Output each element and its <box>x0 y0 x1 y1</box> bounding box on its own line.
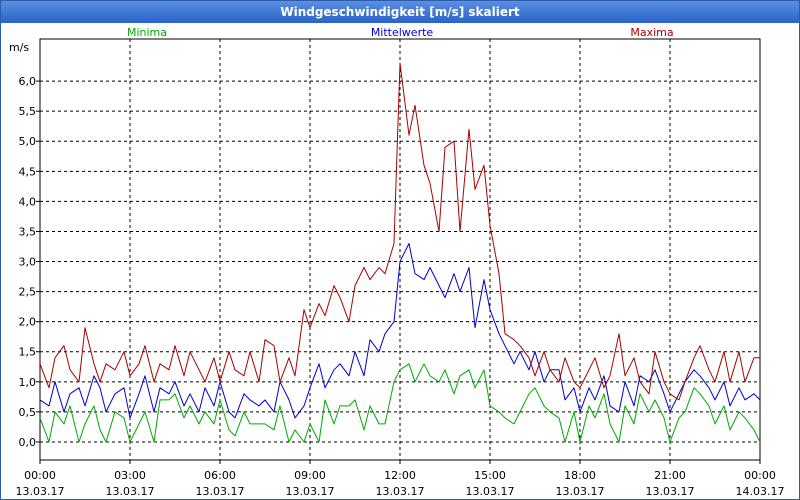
x-tick-date: 13.03.17 <box>466 485 515 498</box>
legend-minima: Minima <box>127 26 167 39</box>
y-tick-label: 3,5 <box>19 225 37 238</box>
grid <box>40 39 760 460</box>
y-tick-label: 0,0 <box>19 436 37 449</box>
y-tick-label: 3,0 <box>19 256 37 269</box>
x-tick-date: 13.03.17 <box>376 485 425 498</box>
series-line-mittelwerte <box>39 243 761 419</box>
x-tick-time: 18:00 <box>564 469 596 482</box>
x-tick-time: 15:00 <box>474 469 506 482</box>
series-line-maxima <box>39 62 760 401</box>
x-tick-time: 03:00 <box>114 469 146 482</box>
x-tick-date: 13.03.17 <box>646 485 695 498</box>
y-tick-label: 4,5 <box>19 165 37 178</box>
y-tick-label: 6,0 <box>19 75 37 88</box>
y-tick-label: 2,0 <box>19 316 37 329</box>
x-tick-time: 09:00 <box>294 469 326 482</box>
y-tick-label: 0,5 <box>19 406 37 419</box>
legend-maxima: Maxima <box>630 26 673 39</box>
legend-mittelwerte: Mittelwerte <box>371 26 434 39</box>
series-lines <box>39 62 761 443</box>
x-tick-date: 13.03.17 <box>196 485 245 498</box>
x-tick-date: 14.03.17 <box>736 485 785 498</box>
y-tick-label: 5,5 <box>19 105 37 118</box>
y-tick-label: 4,0 <box>19 195 37 208</box>
x-tick-time: 06:00 <box>204 469 236 482</box>
y-tick-label: 1,0 <box>19 376 37 389</box>
y-tick-label: 1,5 <box>19 346 37 359</box>
x-tick-date: 13.03.17 <box>556 485 605 498</box>
x-tick-date: 13.03.17 <box>106 485 155 498</box>
y-tick-label: 2,5 <box>19 286 37 299</box>
window-title: Windgeschwindigkeit [m/s] skaliert <box>1 1 799 23</box>
x-tick-time: 00:00 <box>24 469 56 482</box>
x-tick-date: 13.03.17 <box>16 485 65 498</box>
x-tick-time: 21:00 <box>654 469 686 482</box>
x-tick-time: 12:00 <box>384 469 416 482</box>
y-tick-label: 5,0 <box>19 135 37 148</box>
y-axis-label: m/s <box>9 41 29 54</box>
x-tick-time: 00:00 <box>744 469 776 482</box>
x-tick-date: 13.03.17 <box>286 485 335 498</box>
series-line-minima <box>39 363 761 443</box>
axis-ticks: 0,0 0,5 1,0 1,5 2,0 2,5 3,0 3,5 4,0 4,5 5,0 5,5 6,0 0… <box>16 75 785 498</box>
